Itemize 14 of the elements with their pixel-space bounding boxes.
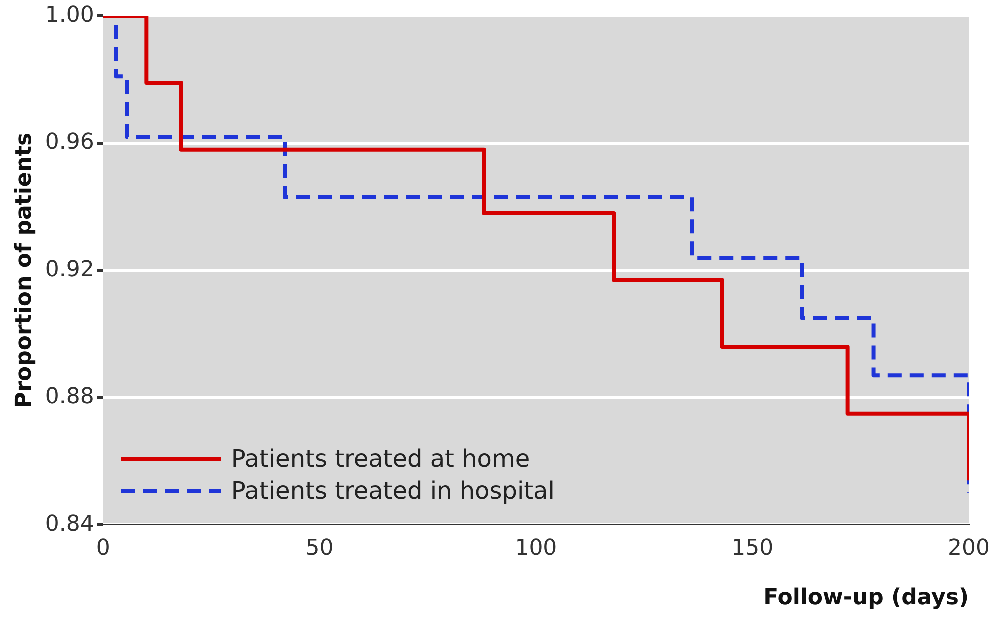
y-tick-label: 0.84	[45, 512, 94, 537]
x-tick-label: 50	[306, 536, 334, 562]
x-axis-title: Follow-up (days)	[764, 586, 969, 611]
x-tick-label: 0	[96, 536, 110, 562]
x-tick-label: 150	[732, 536, 774, 562]
y-axis-title: Proportion of patients	[12, 132, 37, 408]
legend-label: Patients treated at home	[231, 445, 530, 474]
y-tick-label: 0.92	[45, 257, 94, 282]
y-tick-label: 0.88	[45, 384, 94, 410]
legend-label: Patients treated in hospital	[231, 477, 555, 506]
x-tick-label: 100	[515, 536, 558, 562]
y-tick-label: 0.96	[45, 130, 94, 156]
x-tick-label: 200	[948, 536, 990, 562]
y-tick-label: 1.00	[45, 2, 94, 28]
